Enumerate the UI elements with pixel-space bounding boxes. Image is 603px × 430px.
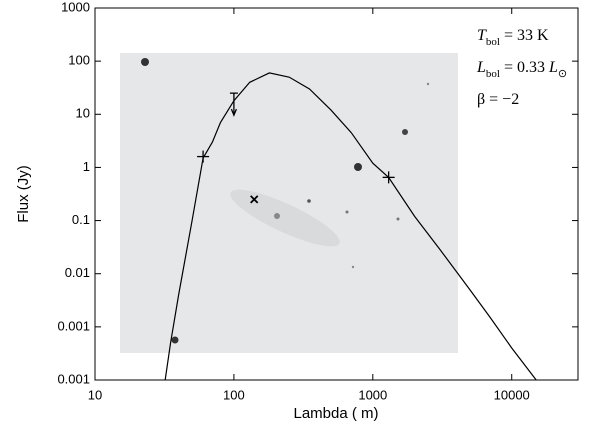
x-tick-label: 10000 [494,387,530,402]
y-tick-label: 0.001 [57,371,90,386]
x-tick-label: 10 [88,387,102,402]
annotation: Tbol = 33 K [477,27,549,48]
annotation-part: L [476,59,486,76]
image-star [351,265,355,269]
annotation-part: bol [486,68,500,80]
image-star [274,213,280,219]
image-star [307,199,311,203]
image-star [354,163,362,171]
annotation-part: β = −2 [477,91,519,108]
image-star [141,58,149,66]
image-star [426,82,430,86]
y-tick-label: 0.1 [72,212,90,227]
data-point [229,92,238,117]
x-tick-label: 100 [223,387,245,402]
image-star [396,217,400,221]
y-tick-label: 100 [68,53,90,68]
x-tick-label: 1000 [358,387,387,402]
y-tick-label: 1000 [61,0,90,14]
annotation-part: T [477,27,487,44]
data-point [250,195,259,204]
y-axis-label: Flux (Jy) [15,165,32,223]
limit-arrow [230,108,238,117]
cross-b [250,195,259,204]
background-image [120,53,458,353]
annotation-part: = 0.33 [500,59,549,76]
image-star [171,336,179,344]
y-tick-label: 0.01 [65,265,90,280]
data-point [197,150,210,163]
annotation: β = −2 [477,91,519,108]
image-nebula [230,189,340,247]
x-axis-label: Lambda ( m) [293,405,378,422]
annotation-part: ⊙ [558,68,567,80]
annotation-part: L [548,59,558,76]
y-tick-label: 10 [76,106,90,121]
annotation-part: = 33 K [500,27,549,44]
image-star [402,129,408,135]
y-tick-label: 1 [83,159,90,174]
annotation: Lbol = 0.33 L⊙ [476,59,567,80]
y-tick-label: 0.001 [57,318,90,333]
annotation-part: bol [486,36,500,48]
plot-frame [94,7,579,381]
image-area [120,53,458,353]
image-star [345,210,349,214]
sed-curve [164,72,537,380]
data-point [382,171,395,184]
